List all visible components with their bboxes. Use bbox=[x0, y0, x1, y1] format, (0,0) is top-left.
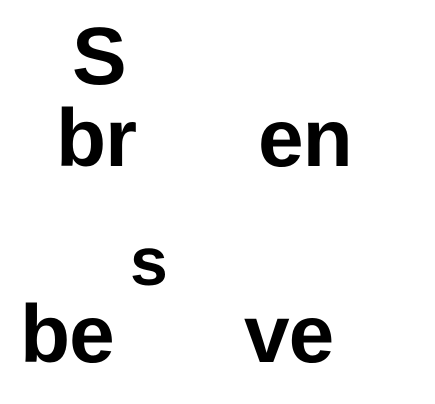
top-right-fragment: en bbox=[258, 93, 353, 184]
bottom-superscript-letter: s bbox=[130, 224, 168, 300]
bottom-left-fragment: be bbox=[20, 289, 115, 380]
bottom-right-fragment: ve bbox=[244, 289, 334, 380]
top-left-fragment: br bbox=[56, 93, 137, 184]
top-superscript-letter: S bbox=[72, 11, 127, 102]
